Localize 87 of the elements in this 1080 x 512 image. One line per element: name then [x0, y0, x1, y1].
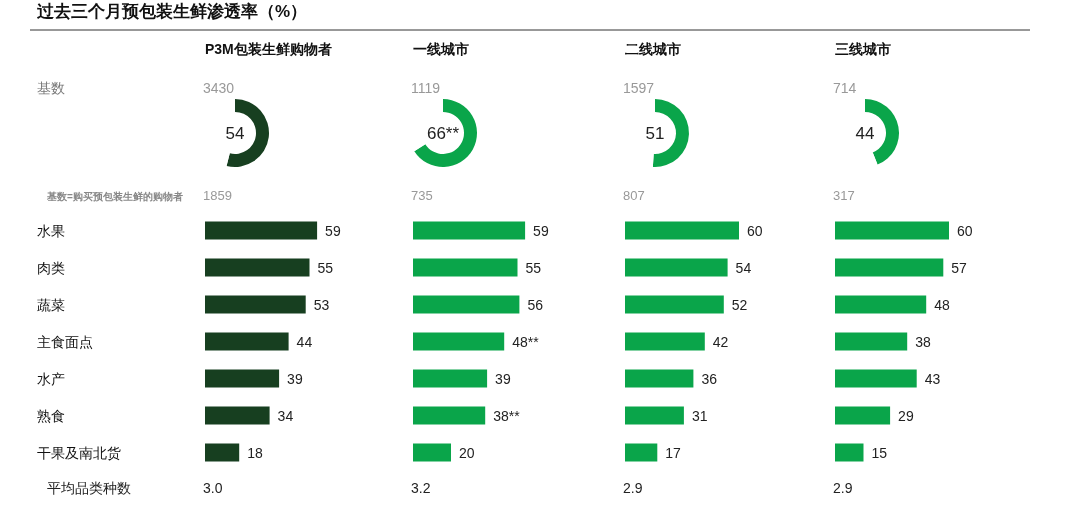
y-tick-label: 肉类 [37, 259, 65, 276]
bar [413, 443, 451, 462]
text: 714 [833, 80, 857, 96]
text: 2.9 [833, 480, 853, 496]
text: 平均品类种数 [47, 480, 131, 496]
data-label: 55 [317, 259, 334, 276]
data-label: 48 [934, 296, 950, 313]
bar [625, 258, 728, 277]
data-label: 60 [747, 222, 763, 239]
bar [413, 221, 526, 240]
text: 51 [645, 123, 665, 143]
data-label: 53 [313, 296, 330, 313]
bar [835, 443, 864, 462]
data-label: 17 [665, 444, 682, 461]
data-label: 56 [527, 296, 544, 313]
text: 3430 [203, 80, 235, 96]
data-label: 59 [325, 222, 341, 239]
text: 3.2 [411, 480, 431, 496]
data-label: 55 [525, 259, 542, 276]
bar [413, 332, 505, 351]
text: 317 [833, 188, 855, 203]
data-label: 31 [691, 407, 708, 424]
text: 基数=购买预包装生鲜的购物者 [46, 190, 183, 202]
bar [835, 332, 908, 351]
data-label: 54 [735, 259, 752, 276]
data-label: 42 [712, 333, 729, 350]
bar [835, 221, 949, 240]
data-label: 43 [924, 370, 941, 387]
bar [205, 258, 310, 277]
chart-subtitle: P3M包装生鲜购物者 [205, 41, 332, 57]
bar [835, 258, 944, 277]
text: 2.9 [623, 480, 643, 496]
bar [205, 406, 270, 425]
data-label: 44 [296, 333, 313, 350]
text: 735 [411, 188, 433, 203]
data-label: 57 [951, 259, 968, 276]
bar [413, 406, 486, 425]
chart-title: 过去三个月预包装生鲜渗透率（%） [36, 2, 308, 21]
bar [625, 369, 694, 388]
data-label: 34 [277, 407, 294, 424]
bar [835, 406, 891, 425]
data-label: 52 [731, 296, 748, 313]
bar [205, 369, 280, 388]
data-label: 39 [495, 370, 511, 387]
bar [625, 406, 684, 425]
text: 3.0 [203, 480, 223, 496]
text: 807 [623, 188, 645, 203]
text: 54 [225, 123, 245, 143]
text: 1119 [411, 80, 441, 96]
data-label: 38 [915, 333, 931, 350]
bar [413, 295, 520, 314]
data-label: 39 [287, 370, 303, 387]
text: 1597 [623, 80, 655, 96]
data-label: 36 [701, 370, 718, 387]
chart-subtitle: 二线城市 [625, 41, 681, 57]
data-label: 38** [493, 407, 521, 424]
data-label: 18 [247, 444, 263, 461]
bar [625, 221, 739, 240]
y-tick-label: 水产 [37, 370, 65, 387]
data-label: 20 [459, 444, 475, 461]
bar [205, 332, 289, 351]
bar [205, 443, 240, 462]
data-label: 15 [871, 444, 888, 461]
text: 66** [426, 123, 460, 143]
bar [205, 221, 318, 240]
bar [835, 369, 917, 388]
y-tick-label: 主食面点 [37, 333, 93, 350]
data-label: 29 [898, 407, 914, 424]
data-label: 48** [512, 333, 540, 350]
text: 1859 [203, 188, 232, 203]
data-label: 59 [533, 222, 549, 239]
bar [205, 295, 306, 314]
chart-subtitle: 三线城市 [835, 41, 891, 57]
chart-subtitle: 一线城市 [413, 41, 469, 57]
bar [625, 332, 705, 351]
bar [413, 369, 488, 388]
bar [625, 443, 658, 462]
data-label: 60 [957, 222, 973, 239]
bar [835, 295, 927, 314]
y-tick-label: 水果 [37, 222, 65, 239]
text: 基数 [37, 80, 65, 96]
bar [625, 295, 724, 314]
y-tick-label: 熟食 [37, 407, 65, 424]
bar [413, 258, 518, 277]
text: 44 [855, 123, 875, 143]
y-tick-label: 干果及南北货 [37, 444, 121, 461]
y-tick-label: 蔬菜 [37, 296, 65, 313]
